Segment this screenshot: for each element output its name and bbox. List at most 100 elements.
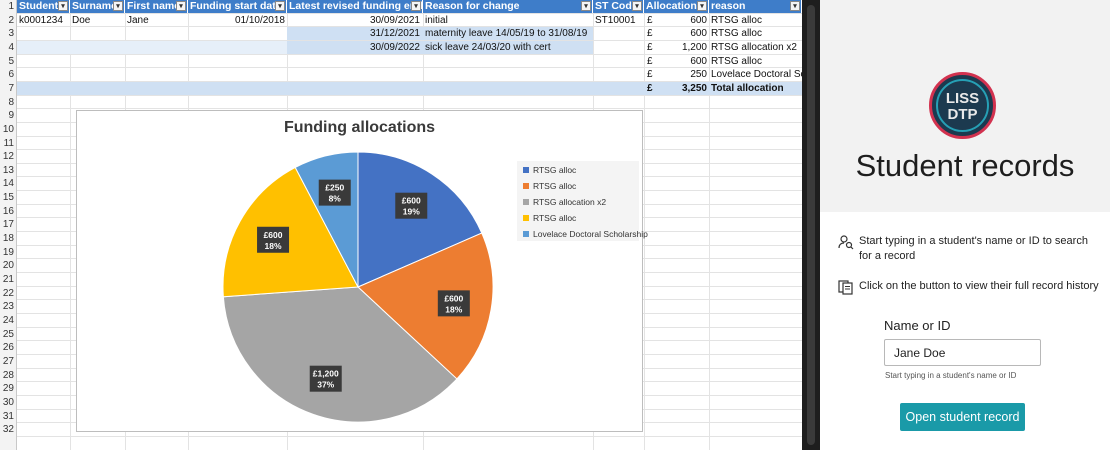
cell-currency[interactable]: £ [647, 55, 653, 67]
cell-surname[interactable] [70, 27, 125, 40]
filter-dropdown-icon[interactable]: ▾ [632, 1, 642, 11]
chart-legend[interactable]: RTSG alloc RTSG alloc RTSG allocation x2 RT… [517, 161, 648, 241]
column-header[interactable]: Latest revised funding end ▾ [287, 0, 423, 13]
row-number[interactable]: 21 [2, 274, 14, 285]
cell-currency[interactable]: £ [647, 14, 653, 26]
cell-funding-start[interactable] [188, 68, 287, 81]
row-number[interactable]: 16 [2, 205, 14, 217]
cell-funding-start[interactable] [188, 41, 287, 54]
cell-funding-end[interactable] [287, 55, 422, 68]
filter-dropdown-icon[interactable]: ▾ [790, 1, 800, 11]
cell-student[interactable] [17, 41, 70, 54]
cell-funding-end[interactable] [287, 68, 422, 81]
cell-st-code[interactable] [593, 27, 644, 40]
cell-total-allocation[interactable]: 3,250 [681, 82, 707, 94]
cell-total-currency[interactable]: £ [647, 82, 653, 94]
cell-st-code[interactable]: ST10001 [595, 14, 636, 26]
cell-currency[interactable]: £ [647, 69, 653, 81]
cell-allocation-reason[interactable]: RTSG alloc [711, 14, 762, 26]
row-number[interactable]: 18 [2, 233, 14, 245]
pie-slice[interactable] [357, 232, 494, 380]
cell-allocation-reason[interactable]: RTSG allocation x2 [711, 41, 797, 53]
cell-allocation-reason[interactable]: Lovelace Doctoral Sc [711, 69, 802, 81]
row-number[interactable]: 15 [2, 192, 14, 204]
cell-st-code[interactable] [593, 68, 644, 81]
spreadsheet[interactable]: 1 2 3 4 5 6 7 8 9 10 11 12 13 14 15 16 17 18 19 20 21 22 23 24 2… [0, 0, 802, 450]
column-header[interactable]: ST Code ▾ [593, 0, 644, 13]
column-header[interactable]: Allocations ▾ [644, 0, 709, 13]
row-number[interactable]: 20 [2, 260, 14, 272]
column-header[interactable]: Student ▾ [17, 0, 70, 13]
scrollbar-thumb[interactable] [807, 5, 815, 445]
legend-entry[interactable]: RTSG alloc [523, 181, 576, 191]
cell-reason[interactable] [423, 68, 603, 81]
pie-chart[interactable]: Funding allocations £600 19% £600 18% £1,200… [76, 110, 648, 432]
legend-entry[interactable]: RTSG alloc [523, 213, 576, 223]
vertical-scrollbar[interactable] [802, 0, 820, 450]
row-number[interactable]: 10 [2, 123, 14, 135]
cell-student[interactable] [17, 55, 70, 68]
row-number[interactable]: 27 [2, 355, 14, 367]
cell-student[interactable] [17, 27, 70, 40]
row-number[interactable]: 17 [2, 219, 14, 231]
cell-surname[interactable] [70, 68, 125, 81]
cell-allocation[interactable]: 600 [690, 28, 707, 40]
cell-currency[interactable]: £ [647, 28, 653, 40]
row-number[interactable]: 3 [8, 28, 14, 40]
cell-first-name[interactable]: Jane [127, 14, 149, 26]
cell-reason[interactable]: maternity leave 14/05/19 to 31/08/19 [425, 28, 588, 40]
pie-slice[interactable] [222, 166, 359, 298]
filter-dropdown-icon[interactable]: ▾ [113, 1, 123, 11]
cell-first-name[interactable] [125, 55, 188, 68]
row-number[interactable]: 12 [2, 151, 14, 163]
cell-student[interactable]: k0001234 [19, 14, 63, 26]
column-header[interactable]: Funding start date ▾ [188, 0, 287, 13]
cell-funding-start[interactable] [188, 27, 287, 40]
row-number[interactable]: 11 [3, 137, 14, 149]
filter-dropdown-icon[interactable]: ▾ [275, 1, 285, 11]
legend-entry[interactable]: RTSG allocation x2 [523, 197, 606, 207]
cell-reason[interactable] [423, 55, 603, 68]
cell-surname[interactable] [70, 41, 125, 54]
pie-slice[interactable] [357, 151, 483, 288]
filter-dropdown-icon[interactable]: ▾ [58, 1, 68, 11]
filter-dropdown-icon[interactable]: ▾ [411, 1, 421, 11]
cell-student[interactable] [17, 68, 70, 81]
row-number[interactable]: 28 [2, 369, 14, 381]
row-number[interactable]: 23 [2, 301, 14, 313]
row-number[interactable]: 22 [2, 287, 14, 299]
cell-surname[interactable] [70, 55, 125, 68]
filter-dropdown-icon[interactable]: ▾ [581, 1, 591, 11]
cell-allocation[interactable]: 1,200 [681, 41, 707, 53]
row-number[interactable]: 31 [2, 410, 14, 422]
cell-st-code[interactable] [593, 55, 644, 68]
legend-entry[interactable]: Lovelace Doctoral Scholarship [523, 229, 648, 239]
cell-reason[interactable]: sick leave 24/03/20 with cert [425, 41, 551, 53]
cell-allocation-reason[interactable]: RTSG alloc [711, 55, 762, 67]
row-number[interactable]: 4 [8, 41, 14, 53]
column-header[interactable]: reason ▾ [709, 0, 802, 13]
filter-dropdown-icon[interactable]: ▾ [176, 1, 186, 11]
cell-funding-end[interactable]: 30/09/2022 [369, 41, 420, 53]
cell-surname[interactable]: Doe [72, 14, 91, 26]
column-header[interactable]: Reason for change ▾ [423, 0, 593, 13]
row-number[interactable]: 29 [2, 383, 14, 395]
column-header[interactable]: Surname ▾ [70, 0, 125, 13]
cell-first-name[interactable] [125, 41, 188, 54]
cell-first-name[interactable] [125, 27, 188, 40]
row-number[interactable]: 8 [8, 96, 14, 108]
cell-allocation[interactable]: 250 [690, 69, 707, 81]
row-number[interactable]: 1 [8, 1, 14, 12]
cell-allocation[interactable]: 600 [690, 14, 707, 26]
name-or-id-input[interactable] [884, 339, 1041, 366]
row-number[interactable]: 13 [2, 164, 14, 176]
legend-entry[interactable]: RTSG alloc [523, 165, 576, 175]
row-number[interactable]: 24 [2, 314, 14, 326]
cell-currency[interactable]: £ [647, 41, 653, 53]
row-number[interactable]: 32 [2, 424, 14, 436]
row-number[interactable]: 30 [2, 396, 14, 408]
row-number[interactable]: 25 [2, 328, 14, 340]
row-number[interactable]: 26 [2, 342, 14, 354]
open-student-record-button[interactable]: Open student record [900, 403, 1025, 431]
cell-funding-end[interactable]: 30/09/2021 [369, 14, 420, 26]
